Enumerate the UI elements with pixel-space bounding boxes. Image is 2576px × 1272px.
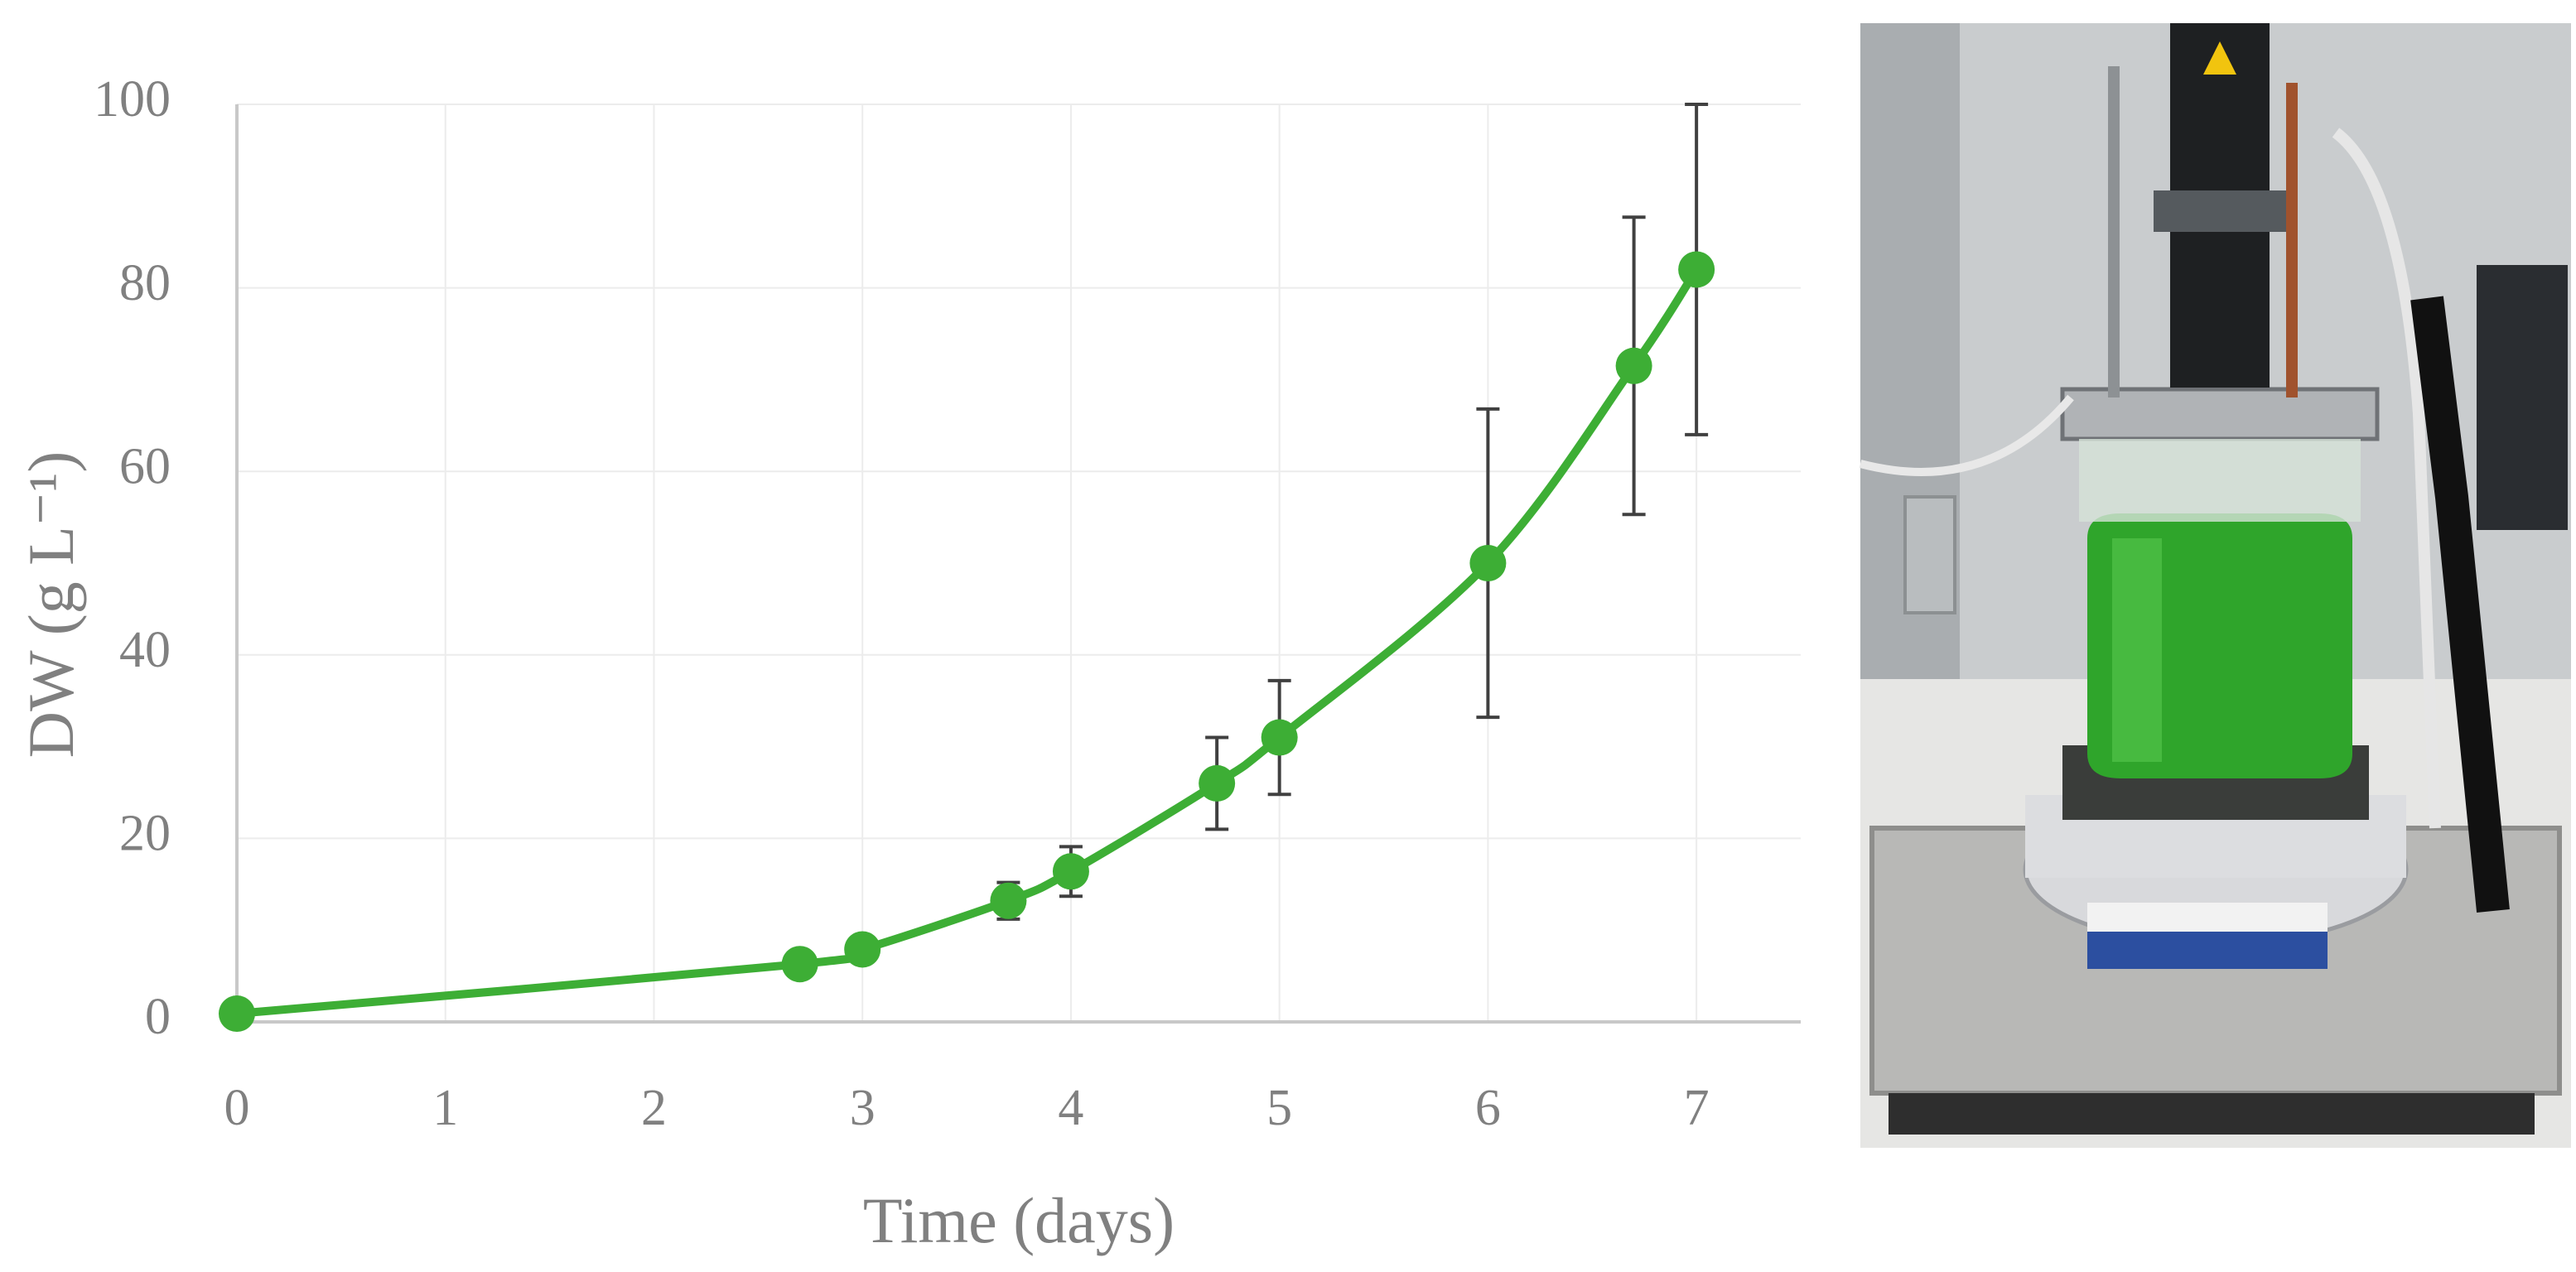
y-tick-label: 60 [119,438,171,494]
data-point [1261,719,1298,756]
x-tick-label: 5 [1266,1080,1292,1136]
x-tick-label: 6 [1475,1080,1501,1136]
x-tick-label: 4 [1058,1080,1083,1136]
data-point [1615,347,1652,384]
data-point [1469,545,1507,581]
data-point [1199,764,1236,802]
data-point [990,882,1027,919]
data-point [1052,853,1089,890]
y-tick-label: 100 [94,71,171,128]
x-tick-label: 2 [641,1080,667,1136]
data-point [219,995,255,1033]
x-tick-label: 7 [1684,1080,1710,1136]
x-tick-label: 1 [432,1080,458,1136]
y-axis-title: DW (g L⁻¹) [15,451,87,759]
y-tick-label: 40 [119,622,171,678]
reactor-photo [1859,23,2571,1148]
data-point [1678,251,1715,288]
x-axis-title: Time (days) [863,1184,1175,1256]
data-point [781,946,818,983]
y-tick-label: 0 [145,989,171,1045]
y-tick-label: 20 [119,806,171,862]
y-tick-label: 80 [119,255,171,311]
x-tick-label: 3 [850,1080,876,1136]
data-line [236,267,1700,1019]
data-point [844,931,881,968]
x-tick-label: 0 [224,1080,250,1136]
